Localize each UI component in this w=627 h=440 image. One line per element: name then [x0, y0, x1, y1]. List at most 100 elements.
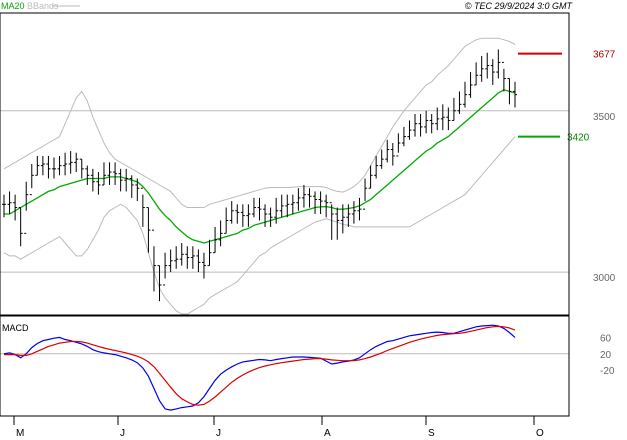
- price-panel-frame: [0, 12, 570, 316]
- legend-ma20: MA20: [1, 1, 25, 11]
- bb-upper-line: [3, 37, 516, 208]
- ohlc-bar: [329, 202, 334, 240]
- ohlc-bar: [13, 194, 18, 221]
- ohlc-bar: [235, 204, 240, 224]
- ohlc-bar: [457, 91, 462, 114]
- price-y-axis-labels: 3000 3500: [593, 112, 616, 284]
- macd-line: [3, 324, 516, 411]
- ohlc-bar: [185, 246, 190, 269]
- ohlc-bar: [68, 151, 73, 174]
- ohlc-bar: [468, 72, 473, 98]
- ohlc-bar: [157, 265, 162, 302]
- ohlc-bar: [163, 252, 168, 286]
- bb-lower-line: [3, 136, 516, 315]
- ohlc-bar: [363, 178, 368, 210]
- ohlc-bar: [429, 114, 434, 134]
- copyright-text: © TEC 29/9/2024 3:0 GMT: [465, 1, 574, 11]
- ohlc-bar: [301, 184, 306, 208]
- ohlc-bar: [229, 201, 234, 224]
- ohlc-bar: [424, 110, 429, 134]
- ohlc-bar: [168, 249, 173, 273]
- ohlc-bar: [274, 197, 279, 224]
- signal-line: [4, 325, 516, 406]
- ohlc-bar: [418, 114, 423, 137]
- price-gridlines: [0, 110, 569, 273]
- macd-panel-frame: [0, 315, 570, 417]
- macd-title: MACD: [2, 323, 29, 333]
- x-axis-month-label: O: [536, 428, 544, 439]
- ohlc-bar: [196, 249, 201, 273]
- ohlc-bar: [251, 197, 256, 218]
- ohlc-bar: [174, 246, 179, 269]
- ohlc-bar: [346, 204, 351, 227]
- macd-lines: [3, 324, 516, 411]
- ohlc-bar: [307, 188, 312, 208]
- x-axis-month-label: S: [428, 428, 435, 439]
- ohlc-bar: [190, 246, 195, 269]
- ohlc-bar: [268, 207, 273, 227]
- ohlc-bar: [213, 226, 218, 254]
- ohlc-bar: [390, 143, 395, 166]
- ohlc-bar: [463, 81, 468, 108]
- ohlc-bar: [129, 175, 134, 198]
- ohlc-bar: [29, 164, 34, 196]
- ohlc-bar: [507, 78, 512, 105]
- ohlc-bar: [407, 120, 412, 140]
- resistance-level-label: 3677: [593, 50, 616, 61]
- macd-y-tick-label: 20: [600, 350, 612, 361]
- ohlc-bar: [357, 197, 362, 221]
- ohlc-bar: [179, 243, 184, 266]
- ohlc-bar: [24, 181, 29, 234]
- ohlc-bar: [118, 168, 123, 192]
- ohlc-bar: [401, 126, 406, 147]
- ohlc-bar: [279, 194, 284, 218]
- ohlc-bar: [240, 204, 245, 227]
- ohlc-bar: [501, 61, 506, 92]
- ohlc-bar: [107, 162, 112, 185]
- ohlc-bar: [79, 158, 84, 179]
- ohlc-bar: [113, 162, 118, 185]
- ohlc-bar: [479, 55, 484, 82]
- x-axis-month-label: A: [324, 428, 331, 439]
- ma20-path: [4, 89, 516, 244]
- ohlc-bar: [146, 207, 151, 253]
- ohlc-bar: [340, 204, 345, 234]
- ohlc-bar: [451, 97, 456, 121]
- ohlc-bar: [474, 62, 479, 86]
- x-axis-month-label: M: [16, 428, 24, 439]
- ohlc-bar: [57, 155, 62, 176]
- ohlc-bar: [35, 155, 40, 176]
- support-level-label: 3420: [567, 133, 590, 144]
- ohlc-bar: [101, 162, 106, 186]
- ohlc-bar: [413, 114, 418, 137]
- ohlc-bar: [396, 133, 401, 157]
- ohlc-bar: [90, 168, 95, 192]
- ohlc-bar: [446, 107, 451, 131]
- ohlc-bar: [318, 191, 323, 214]
- macd-y-tick-label: 60: [600, 333, 612, 344]
- ohlc-bar: [257, 197, 262, 221]
- ohlc-bar: [440, 104, 445, 131]
- ohlc-bar: [18, 207, 23, 247]
- ohlc-bar: [374, 155, 379, 179]
- ohlc-bar: [368, 165, 373, 189]
- ohlc-bar: [351, 201, 356, 224]
- ohlc-bar: [324, 194, 329, 218]
- ohlc-bar: [96, 172, 101, 195]
- price-bars: [2, 49, 517, 302]
- macd-y-tick-label: -20: [600, 366, 615, 377]
- macd-y-axis-labels: 60 20 -20: [600, 333, 615, 377]
- price-y-tick-label: 3000: [593, 273, 616, 284]
- ohlc-bar: [7, 191, 12, 214]
- ma20-line: [4, 89, 516, 244]
- ohlc-bar: [246, 204, 251, 227]
- ohlc-bar: [385, 139, 390, 163]
- ohlc-bar: [485, 52, 490, 79]
- bollinger-bands: [3, 37, 516, 315]
- ohlc-bar: [51, 157, 56, 179]
- ohlc-bar: [263, 204, 268, 227]
- ohlc-bar: [435, 107, 440, 131]
- ohlc-bar: [335, 207, 340, 240]
- ohlc-bar: [201, 252, 206, 279]
